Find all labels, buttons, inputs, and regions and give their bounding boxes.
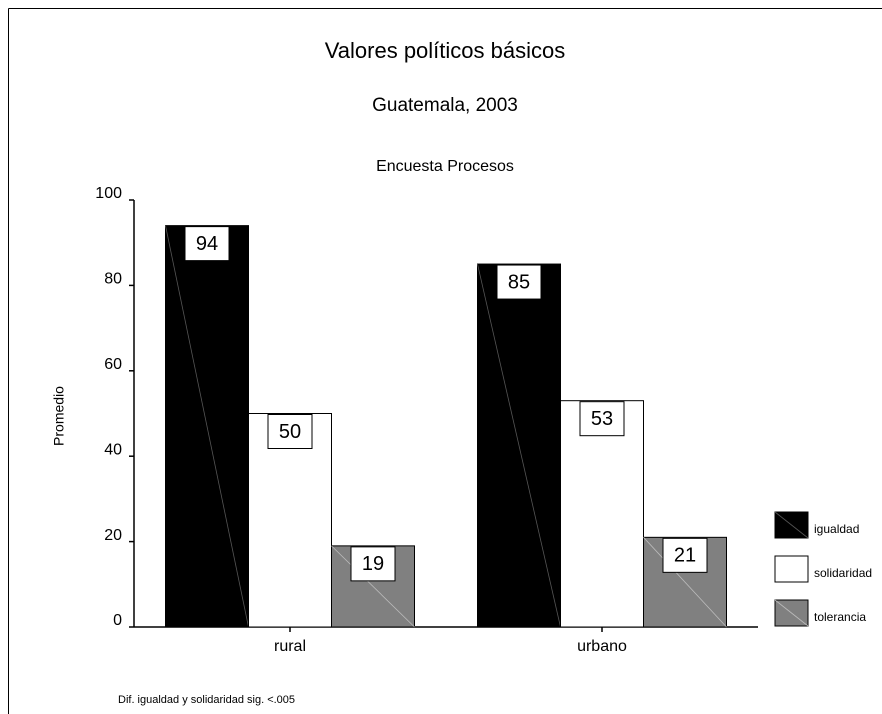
bar [560,400,644,628]
data-label: 21 [674,545,696,567]
y-tick-label: 0 [113,612,122,629]
y-tick-label: 80 [104,271,122,288]
footnote: Dif. igualdad y solidaridad sig. <.005 [118,694,295,706]
y-tick-label: 100 [95,185,122,202]
bar [248,413,332,628]
chart-subtitle: Guatemala, 2003 [372,95,518,116]
x-tick-label: rural [274,638,306,655]
data-label: 53 [591,408,613,430]
data-label: 85 [508,271,530,293]
legend-label: tolerancia [814,610,866,624]
data-label-box [184,226,230,262]
chart-title: Valores políticos básicos [325,38,566,63]
bar-hatch [643,537,727,628]
data-label-box [579,401,625,437]
data-label-box [267,414,313,449]
legend-label: igualdad [814,522,859,536]
data-label-box [662,537,708,573]
data-label: 94 [196,233,218,255]
data-label: 19 [362,553,384,575]
legend-swatch [774,555,809,583]
y-axis-label: Promedio [51,386,67,446]
y-tick-label: 40 [104,441,122,458]
bar-hatch [331,545,415,628]
bar-hatch [165,225,249,628]
annotation: Encuesta Procesos [376,158,514,175]
data-label: 50 [279,421,301,443]
y-tick-label: 60 [104,356,122,373]
legend-hatch [774,511,809,539]
legend-hatch [774,599,809,627]
y-tick-label: 20 [104,527,122,544]
legend-label: solidaridad [814,566,872,580]
data-label-box [350,546,396,582]
bar-hatch [477,263,561,628]
x-tick-label: urbano [577,638,627,655]
data-label-box [496,264,542,300]
